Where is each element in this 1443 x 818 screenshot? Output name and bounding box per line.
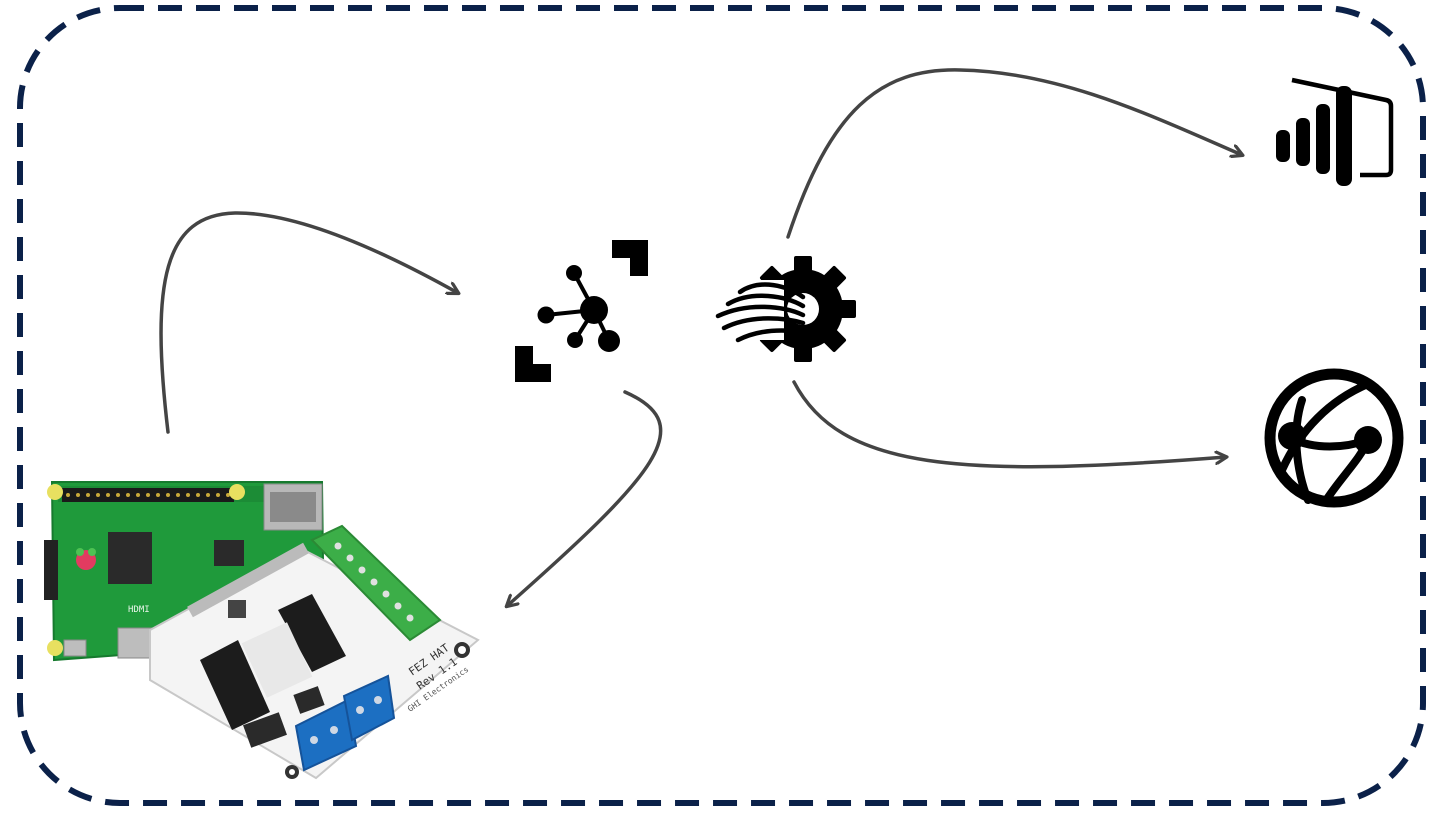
power-bi-icon: [1276, 77, 1394, 186]
arrow-device-to-hub: [159, 211, 458, 434]
web-app-globe-icon: [1264, 368, 1404, 508]
iot-hub-icon: [515, 240, 648, 382]
stream-analytics-icon: [712, 256, 856, 362]
board-label-hdmi: HDMI: [128, 605, 150, 615]
arrow-analytics-to-powerbi: [786, 68, 1242, 239]
dashed-frame: [17, 5, 1426, 806]
arrow-analytics-to-webapp: [792, 380, 1226, 469]
arrow-hub-to-device: [507, 390, 663, 606]
raspberry-pi-fez-hat-board: HDMI FEZ HAT: [44, 481, 480, 780]
